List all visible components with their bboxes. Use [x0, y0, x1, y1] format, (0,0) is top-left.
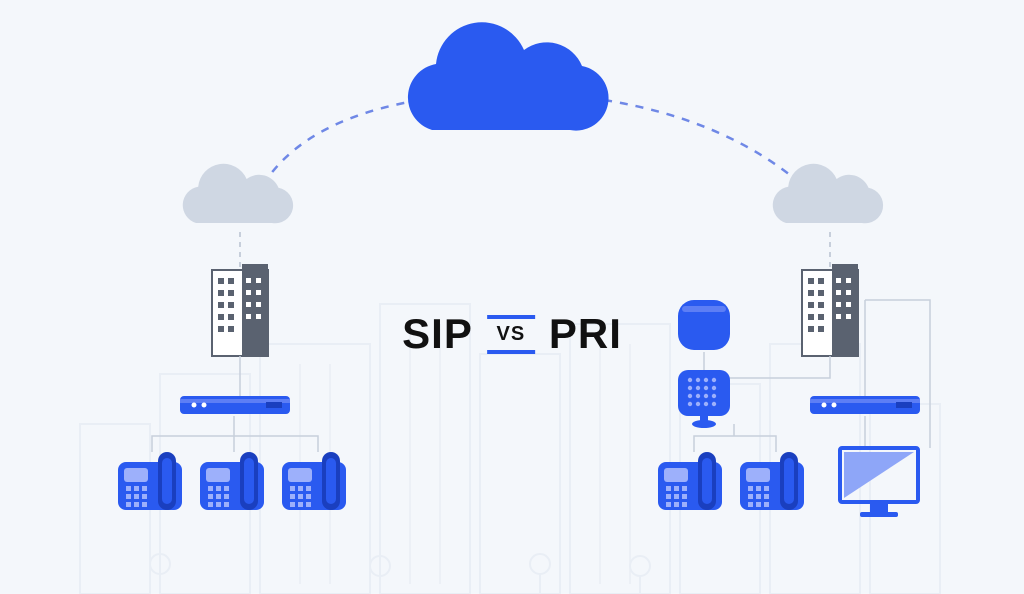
- router-right-icon: [810, 396, 920, 414]
- phone-icon: [200, 452, 264, 510]
- monitor-icon: [840, 448, 918, 517]
- title-left: SIP: [402, 310, 473, 358]
- phone-icon: [658, 452, 722, 510]
- small-cloud-left-icon: [183, 164, 293, 224]
- title-right: PRI: [549, 310, 622, 358]
- diagram-layer: [0, 0, 1024, 594]
- keypad-device-icon: [678, 370, 730, 428]
- smart-speaker-icon: [678, 300, 730, 350]
- title-block: SIP VS PRI: [402, 310, 622, 358]
- router-left-icon: [180, 396, 290, 414]
- cloud-building-dashes: [240, 232, 830, 268]
- building-right-icon: [802, 264, 858, 356]
- phone-icon: [740, 452, 804, 510]
- title-vs: VS: [487, 315, 535, 354]
- main-cloud-icon: [408, 22, 609, 130]
- small-cloud-right-icon: [773, 164, 883, 224]
- phone-icon: [282, 452, 346, 510]
- phone-icon: [118, 452, 182, 510]
- building-left-icon: [212, 264, 268, 356]
